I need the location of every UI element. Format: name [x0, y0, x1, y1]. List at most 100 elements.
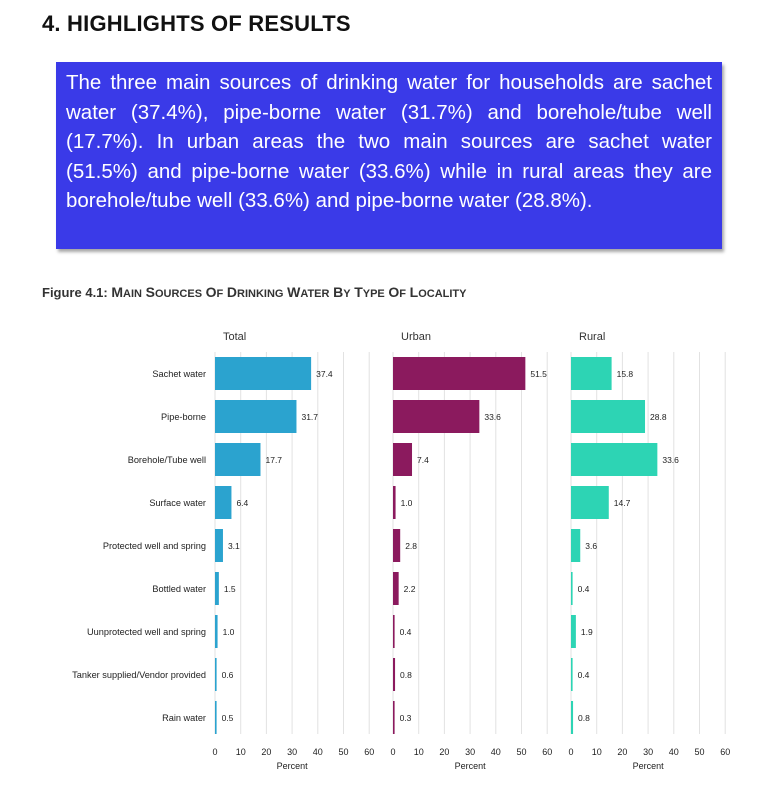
- total-data-label: 37.4: [316, 369, 333, 379]
- total-data-label: 6.4: [236, 498, 248, 508]
- figure-title: Figure 4.1: MAIN SOURCES OF DRINKING WAT…: [42, 284, 466, 300]
- urban-data-label: 0.8: [400, 670, 412, 680]
- urban-tick-label: 20: [439, 747, 449, 757]
- urban-data-label: 33.6: [484, 412, 501, 422]
- rural-bar: [571, 572, 573, 605]
- category-label: Borehole/Tube well: [128, 455, 206, 465]
- total-tick-label: 30: [287, 747, 297, 757]
- rural-data-label: 0.4: [578, 584, 590, 594]
- rural-bar: [571, 615, 576, 648]
- urban-data-label: 2.8: [405, 541, 417, 551]
- rural-tick-label: 20: [617, 747, 627, 757]
- total-bar: [215, 486, 232, 519]
- total-data-label: 0.5: [222, 713, 234, 723]
- urban-bar: [393, 658, 396, 691]
- rural-bar: [571, 486, 609, 519]
- urban-tick-label: 30: [465, 747, 475, 757]
- rural-bar: [571, 443, 658, 476]
- urban-bar: [393, 572, 399, 605]
- total-tick-label: 0: [212, 747, 217, 757]
- figure-title-word: LOCALITY: [409, 284, 467, 300]
- rural-bar: [571, 400, 646, 433]
- category-label: Tanker supplied/Vendor provided: [72, 670, 206, 680]
- rural-tick-label: 30: [643, 747, 653, 757]
- rural-tick-label: 60: [720, 747, 730, 757]
- category-label: Bottled water: [152, 584, 206, 594]
- total-tick-label: 10: [236, 747, 246, 757]
- highlights-summary-text: The three main sources of drinking water…: [66, 71, 712, 212]
- rural-data-label: 1.9: [581, 627, 593, 637]
- section-heading: 4. HIGHLIGHTS OF RESULTS: [42, 11, 351, 36]
- rural-data-label: 0.8: [578, 713, 590, 723]
- figure-title-word: DRINKING: [226, 284, 284, 300]
- category-label: Surface water: [149, 498, 206, 508]
- urban-bar: [393, 529, 401, 562]
- category-label: Uunprotected well and spring: [87, 627, 206, 637]
- rural-data-label: 15.8: [617, 369, 634, 379]
- urban-tick-label: 10: [414, 747, 424, 757]
- rural-bar: [571, 701, 574, 734]
- rural-tick-label: 50: [694, 747, 704, 757]
- urban-bar: [393, 443, 413, 476]
- rural-data-label: 28.8: [650, 412, 667, 422]
- urban-bar: [393, 615, 395, 648]
- total-bar: [215, 443, 261, 476]
- figure-title-word: MAIN: [111, 284, 142, 300]
- category-label: Pipe-borne: [161, 412, 206, 422]
- figure-title-word: TYPE: [354, 284, 385, 300]
- total-bar: [215, 701, 217, 734]
- urban-panel-title: Urban: [401, 331, 431, 343]
- rural-panel-title: Rural: [579, 331, 605, 343]
- total-bar: [215, 357, 312, 390]
- total-panel-title: Total: [223, 331, 246, 343]
- total-tick-label: 50: [338, 747, 348, 757]
- total-tick-label: 40: [313, 747, 323, 757]
- urban-data-label: 2.2: [404, 584, 416, 594]
- total-data-label: 1.0: [223, 627, 235, 637]
- urban-data-label: 1.0: [401, 498, 413, 508]
- total-bar: [215, 658, 217, 691]
- total-bar: [215, 400, 297, 433]
- total-data-label: 17.7: [265, 455, 282, 465]
- total-bar: [215, 615, 218, 648]
- highlights-summary-box: The three main sources of drinking water…: [56, 62, 722, 249]
- rural-data-label: 33.6: [662, 455, 679, 465]
- rural-data-label: 0.4: [578, 670, 590, 680]
- total-bar: [215, 529, 223, 562]
- figure-title-word: OF: [205, 284, 224, 300]
- urban-bar: [393, 400, 480, 433]
- urban-axis-title: Percent: [455, 761, 487, 771]
- rural-data-label: 14.7: [614, 498, 631, 508]
- category-label: Protected well and spring: [103, 541, 206, 551]
- urban-data-label: 0.3: [400, 713, 412, 723]
- rural-tick-label: 40: [669, 747, 679, 757]
- urban-bar: [393, 486, 396, 519]
- total-data-label: 31.7: [301, 412, 318, 422]
- rural-bar: [571, 658, 573, 691]
- urban-tick-label: 0: [390, 747, 395, 757]
- rural-data-label: 3.6: [585, 541, 597, 551]
- rural-bar: [571, 529, 581, 562]
- urban-bar: [393, 701, 395, 734]
- urban-tick-label: 40: [491, 747, 501, 757]
- total-axis-title: Percent: [277, 761, 309, 771]
- total-data-label: 0.6: [222, 670, 234, 680]
- urban-tick-label: 60: [542, 747, 552, 757]
- urban-bar: [393, 357, 526, 390]
- figure-title-word: OF: [388, 284, 407, 300]
- category-label: Rain water: [162, 713, 206, 723]
- figure-title-word: BY: [333, 284, 351, 300]
- figure-label: Figure 4.1:: [42, 285, 108, 300]
- rural-tick-label: 10: [592, 747, 602, 757]
- rural-tick-label: 0: [568, 747, 573, 757]
- urban-data-label: 0.4: [400, 627, 412, 637]
- category-label: Sachet water: [152, 369, 206, 379]
- figure-title-word: WATER: [287, 284, 330, 300]
- total-data-label: 1.5: [224, 584, 236, 594]
- total-tick-label: 20: [261, 747, 271, 757]
- urban-data-label: 7.4: [417, 455, 429, 465]
- total-bar: [215, 572, 219, 605]
- total-data-label: 3.1: [228, 541, 240, 551]
- urban-data-label: 51.5: [530, 369, 547, 379]
